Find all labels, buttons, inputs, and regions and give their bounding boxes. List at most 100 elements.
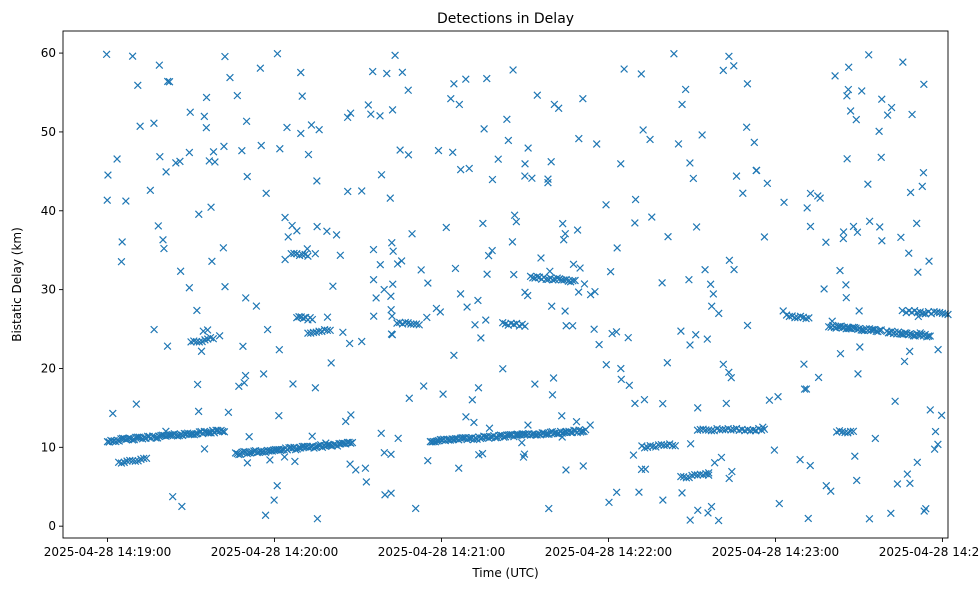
detection-marker <box>698 131 706 139</box>
detection-marker <box>185 148 194 157</box>
detection-marker <box>843 92 851 100</box>
detection-marker <box>273 49 282 58</box>
detection-marker <box>640 395 649 404</box>
detection-marker <box>919 309 927 318</box>
detection-marker <box>276 144 284 153</box>
detection-marker <box>559 235 568 244</box>
detection-marker <box>742 123 751 132</box>
detection-marker <box>235 382 243 391</box>
detection-marker <box>738 189 747 198</box>
detection-marker <box>875 127 883 136</box>
detection-marker <box>194 407 203 416</box>
detection-marker <box>899 58 907 66</box>
detection-marker <box>296 68 305 77</box>
detection-marker <box>659 496 667 504</box>
detection-marker <box>822 238 830 247</box>
detection-marker <box>926 406 935 414</box>
detection-marker <box>579 94 587 103</box>
detection-marker <box>802 385 811 393</box>
detection-marker <box>233 91 242 100</box>
detection-marker <box>308 315 317 324</box>
detection-marker <box>482 74 491 83</box>
detection-marker <box>343 113 352 122</box>
detection-marker <box>387 330 396 338</box>
detection-marker <box>544 178 552 187</box>
detection-marker <box>345 339 354 348</box>
detection-marker <box>854 370 862 378</box>
detection-marker <box>743 79 752 88</box>
detection-marker <box>136 122 144 131</box>
detection-marker <box>474 296 482 305</box>
detection-marker <box>419 382 428 390</box>
detection-marker <box>186 108 195 117</box>
y-tick-label: 60 <box>41 46 56 60</box>
detection-marker <box>131 457 140 466</box>
detection-marker <box>387 238 396 247</box>
detection-marker <box>871 434 880 443</box>
detection-marker <box>806 222 815 231</box>
detection-marker <box>844 63 853 72</box>
detection-marker <box>275 345 284 354</box>
detection-marker <box>341 417 350 426</box>
detection-marker <box>831 72 839 80</box>
detection-marker <box>521 322 529 331</box>
detection-marker <box>569 276 577 285</box>
detection-marker <box>163 342 172 350</box>
detection-marker <box>674 140 683 148</box>
detection-marker <box>934 345 942 354</box>
detection-marker <box>289 380 297 388</box>
detection-marker <box>691 330 700 339</box>
detection-marker <box>637 465 646 474</box>
detection-marker <box>616 159 625 168</box>
detection-marker <box>474 450 483 459</box>
detection-marker <box>185 283 194 292</box>
detection-marker <box>509 66 517 74</box>
detection-marker <box>612 328 621 336</box>
detection-marker <box>758 423 767 432</box>
detection-marker <box>339 328 347 337</box>
detection-marker <box>558 433 567 441</box>
detection-marker <box>311 384 320 392</box>
detection-marker <box>211 158 219 166</box>
detection-marker <box>313 177 321 185</box>
detection-marker <box>117 459 126 467</box>
detection-marker <box>261 511 270 520</box>
detection-marker <box>494 431 503 440</box>
detection-marker <box>677 327 685 335</box>
detection-marker <box>849 222 858 231</box>
detection-marker <box>714 309 723 318</box>
detection-marker <box>670 49 678 58</box>
detection-marker <box>380 448 389 457</box>
detection-marker <box>442 223 451 232</box>
detection-marker <box>488 246 497 255</box>
detection-marker <box>450 79 458 88</box>
detection-marker <box>387 292 395 301</box>
detection-marker <box>926 332 935 340</box>
detection-marker <box>257 141 266 150</box>
detection-marker <box>727 373 736 382</box>
detection-marker <box>168 492 177 501</box>
detection-marker <box>128 52 137 60</box>
detection-marker <box>298 92 307 100</box>
detection-marker <box>256 64 265 72</box>
detection-marker <box>215 331 224 340</box>
detection-marker <box>280 453 289 461</box>
detection-marker <box>391 51 399 60</box>
detection-marker <box>836 349 845 358</box>
detection-marker <box>647 213 656 221</box>
detection-marker <box>606 267 615 276</box>
detection-marker <box>281 255 289 264</box>
x-tick-label: 2025-04-28 14:24:00 <box>879 545 979 559</box>
detection-marker <box>202 123 211 132</box>
detection-marker <box>308 432 317 441</box>
detection-marker <box>826 487 835 496</box>
detection-marker <box>937 411 946 420</box>
detection-marker <box>388 312 396 320</box>
detection-marker <box>547 302 556 310</box>
detection-marker <box>693 404 702 412</box>
detection-marker <box>468 395 477 404</box>
detection-marker <box>455 100 464 109</box>
detection-marker <box>163 77 172 86</box>
x-tick-label: 2025-04-28 14:19:00 <box>44 545 171 559</box>
detection-marker <box>243 458 252 467</box>
